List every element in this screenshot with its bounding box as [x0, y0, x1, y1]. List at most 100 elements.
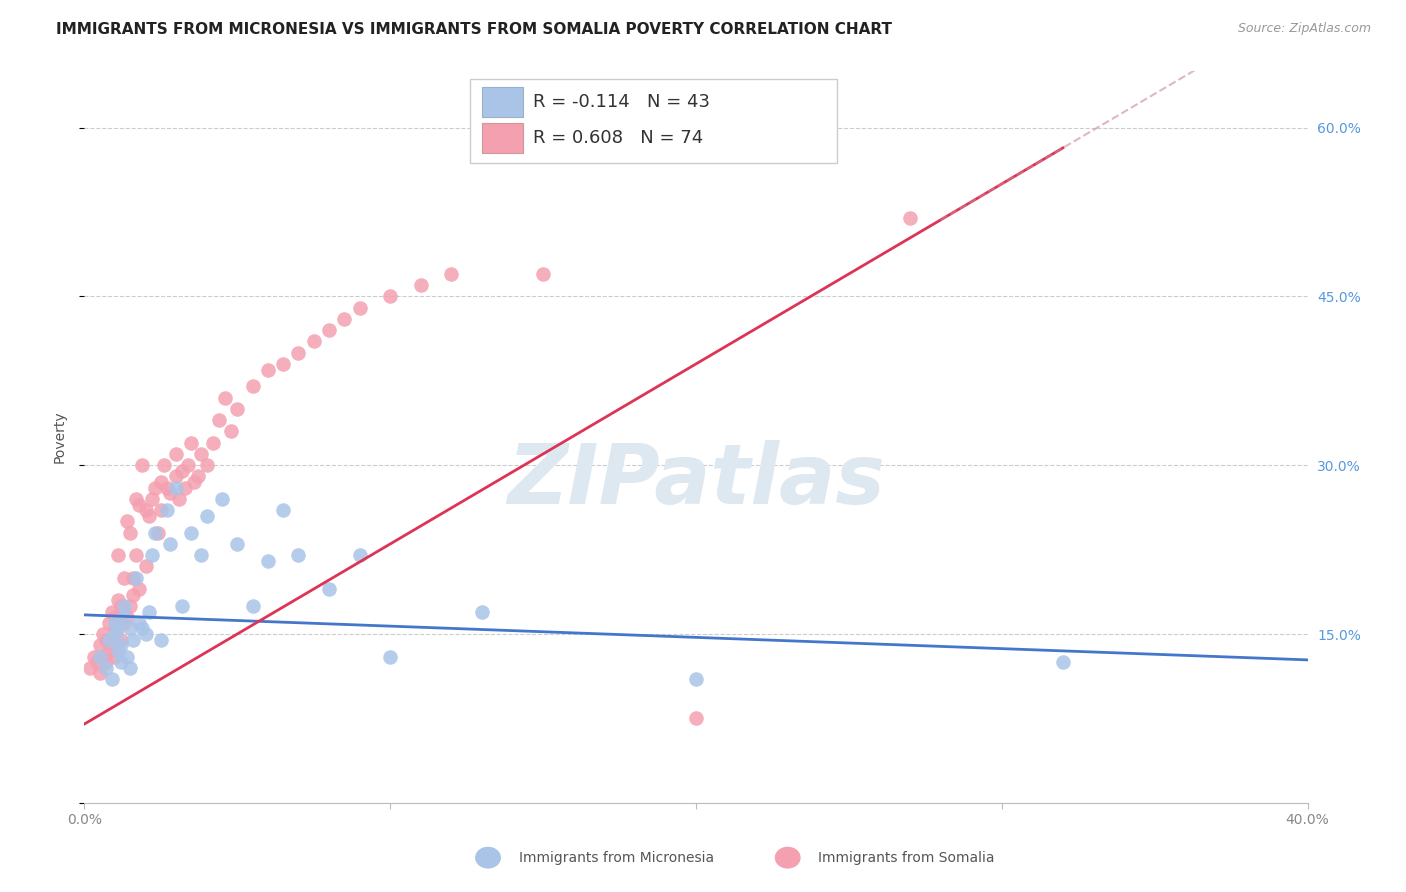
Point: [183, 475, 205, 489]
Point: [97, 632, 120, 647]
Point: [94, 655, 117, 669]
Point: [219, 425, 242, 439]
Point: [120, 661, 142, 675]
Text: Immigrants from Micronesia: Immigrants from Micronesia: [519, 851, 714, 864]
Point: [110, 632, 132, 647]
Point: [101, 605, 124, 619]
Point: [165, 469, 187, 483]
Point: [115, 610, 138, 624]
Point: [287, 345, 309, 359]
Point: [122, 632, 145, 647]
Point: [86, 655, 108, 669]
Point: [149, 475, 172, 489]
Point: [201, 435, 224, 450]
Point: [138, 605, 160, 619]
Point: [141, 548, 163, 562]
Point: [110, 599, 132, 613]
Point: [94, 661, 117, 675]
Point: [107, 548, 129, 562]
Point: [208, 413, 231, 427]
Point: [128, 498, 150, 512]
Point: [107, 593, 129, 607]
Point: [165, 481, 187, 495]
Point: [101, 638, 124, 652]
Point: [104, 615, 127, 630]
Point: [242, 599, 264, 613]
Point: [174, 481, 197, 495]
Text: IMMIGRANTS FROM MICRONESIA VS IMMIGRANTS FROM SOMALIA POVERTY CORRELATION CHART: IMMIGRANTS FROM MICRONESIA VS IMMIGRANTS…: [56, 22, 893, 37]
Point: [89, 638, 111, 652]
Point: [120, 599, 142, 613]
Point: [156, 481, 179, 495]
Point: [115, 649, 138, 664]
Point: [211, 491, 233, 506]
Point: [226, 401, 249, 416]
Ellipse shape: [776, 847, 800, 868]
Point: [149, 503, 172, 517]
Point: [380, 289, 402, 303]
Point: [131, 621, 153, 635]
Point: [135, 559, 157, 574]
Point: [349, 548, 371, 562]
Point: [177, 458, 200, 473]
Point: [128, 582, 150, 596]
Point: [471, 605, 494, 619]
Point: [89, 649, 111, 664]
Point: [440, 267, 463, 281]
Text: R = 0.608   N = 74: R = 0.608 N = 74: [533, 129, 703, 147]
Point: [531, 267, 554, 281]
Point: [125, 571, 148, 585]
Point: [97, 615, 120, 630]
Point: [125, 548, 148, 562]
Point: [120, 621, 142, 635]
Point: [195, 458, 218, 473]
Point: [165, 447, 187, 461]
Text: R = -0.114   N = 43: R = -0.114 N = 43: [533, 93, 710, 112]
Point: [685, 711, 707, 725]
Point: [180, 525, 202, 540]
Point: [172, 464, 194, 478]
Point: [1052, 655, 1074, 669]
Point: [91, 649, 114, 664]
Point: [112, 571, 135, 585]
Point: [135, 503, 157, 517]
Point: [318, 323, 340, 337]
Point: [143, 481, 166, 495]
Point: [107, 644, 129, 658]
Point: [115, 515, 138, 529]
Point: [104, 649, 127, 664]
Ellipse shape: [475, 847, 501, 868]
Point: [302, 334, 325, 349]
Point: [112, 599, 135, 613]
FancyBboxPatch shape: [482, 122, 523, 153]
Point: [104, 621, 127, 635]
Point: [172, 599, 194, 613]
Point: [112, 610, 135, 624]
Point: [110, 655, 132, 669]
Point: [83, 649, 105, 664]
Point: [125, 491, 148, 506]
Point: [104, 627, 127, 641]
Point: [242, 379, 264, 393]
Point: [318, 582, 340, 596]
Point: [101, 672, 124, 686]
Point: [89, 666, 111, 681]
Point: [226, 537, 249, 551]
Point: [112, 615, 135, 630]
FancyBboxPatch shape: [482, 87, 523, 118]
Point: [153, 458, 176, 473]
Point: [898, 211, 921, 225]
Point: [159, 486, 181, 500]
Point: [409, 278, 432, 293]
Point: [94, 632, 117, 647]
Point: [149, 632, 172, 647]
Point: [120, 525, 142, 540]
Y-axis label: Poverty: Poverty: [52, 411, 66, 463]
Point: [271, 357, 294, 371]
Point: [104, 610, 127, 624]
Point: [107, 621, 129, 635]
Point: [110, 638, 132, 652]
Point: [159, 537, 181, 551]
Point: [141, 491, 163, 506]
Point: [131, 458, 153, 473]
